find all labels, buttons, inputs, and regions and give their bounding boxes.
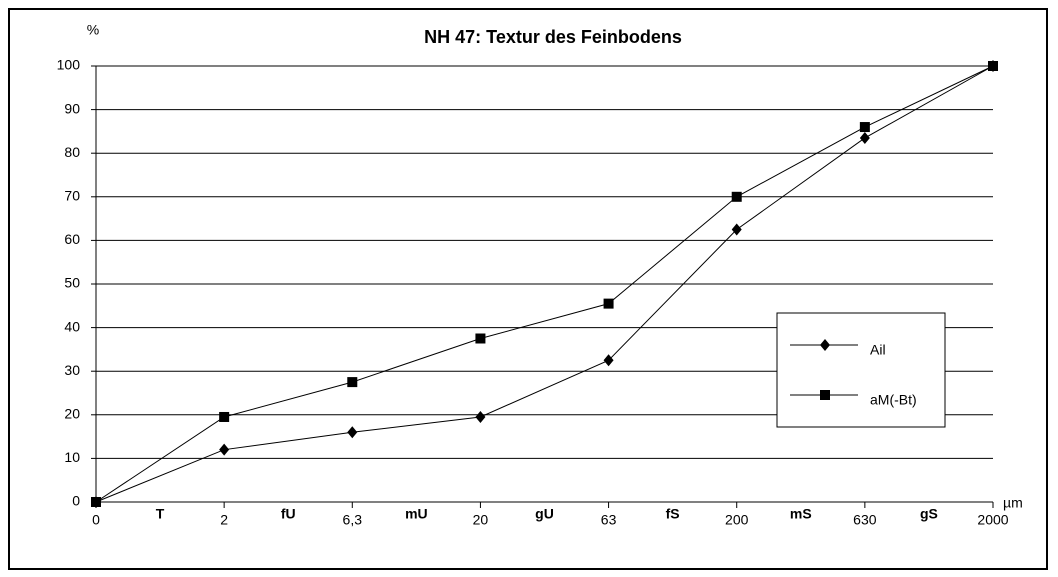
marker [859,131,870,144]
band-label: gU [535,506,554,522]
marker [820,390,830,400]
x-tick-label: 200 [725,512,749,528]
series-line [95,65,994,503]
y-tick-label: 50 [64,275,80,291]
band-label: gS [920,506,938,522]
frame [8,8,1048,570]
marker [731,223,742,236]
x-tick-label: 2000 [977,512,1008,528]
marker [219,443,230,456]
marker [475,333,486,344]
marker [603,298,614,309]
marker [820,339,830,351]
legend-box [776,312,946,428]
marker [859,122,870,133]
legend-label: Ail [870,342,886,358]
y-tick-label: 40 [64,318,80,334]
band-label: mU [405,506,428,522]
band-label: mS [790,506,812,522]
y-tick-label: 80 [64,144,80,160]
marker [731,191,742,202]
marker [475,410,486,423]
x-unit: µm [1003,495,1023,511]
series-line [95,65,994,503]
y-tick-label: 10 [64,449,80,465]
marker [347,377,358,388]
chart-title: NH 47: Textur des Feinbodens [424,27,682,47]
band-label: fU [281,506,296,522]
legend-label: aM(-Bt) [870,392,917,408]
x-tick-label: 20 [473,512,489,528]
y-tick-label: 60 [64,231,80,247]
y-unit: % [87,22,99,38]
y-tick-label: 20 [64,406,80,422]
marker [219,411,230,422]
x-tick-label: 6,3 [343,512,363,528]
band-label: fS [666,506,680,522]
band-label: T [156,506,165,522]
y-tick-label: 0 [72,493,80,509]
y-tick-label: 90 [64,100,80,116]
y-tick-label: 30 [64,362,80,378]
x-tick-label: 63 [601,512,617,528]
marker [988,61,998,71]
marker [603,354,614,367]
marker [347,426,358,439]
x-tick-label: 630 [853,512,877,528]
marker [91,497,101,507]
x-tick-label: 0 [92,512,100,528]
x-tick-label: 2 [220,512,228,528]
y-tick-label: 100 [57,57,81,73]
y-tick-label: 70 [64,188,80,204]
